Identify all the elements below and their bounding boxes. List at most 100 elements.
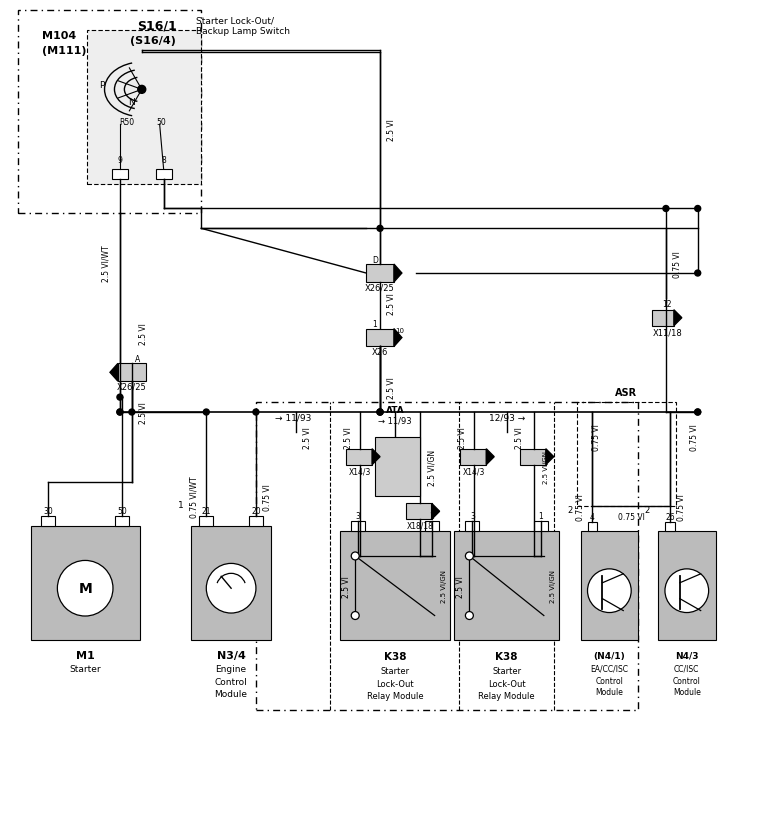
- Text: 2: 2: [645, 505, 650, 514]
- Text: P: P: [99, 81, 104, 90]
- Text: 0.75 VI/WT: 0.75 VI/WT: [190, 476, 199, 518]
- Text: Control: Control: [673, 676, 700, 685]
- Text: 2.5 VI: 2.5 VI: [456, 575, 465, 597]
- Text: 2.5 VI: 2.5 VI: [515, 427, 524, 448]
- Text: 2: 2: [568, 505, 573, 514]
- Text: 3: 3: [356, 511, 361, 520]
- Bar: [41, 517, 55, 527]
- Text: Lock-Out: Lock-Out: [376, 679, 414, 688]
- Circle shape: [204, 409, 209, 415]
- Circle shape: [137, 86, 146, 94]
- Text: 0.75 VI: 0.75 VI: [617, 512, 644, 521]
- Bar: [581, 532, 638, 641]
- Text: X26/25: X26/25: [117, 382, 147, 391]
- Text: 1: 1: [429, 511, 434, 520]
- Circle shape: [117, 409, 123, 415]
- Text: 9: 9: [118, 156, 122, 165]
- Text: Lock-Out: Lock-Out: [488, 679, 525, 688]
- Bar: [520, 449, 546, 465]
- Text: 0.75 VI: 0.75 VI: [674, 251, 682, 277]
- Bar: [346, 449, 372, 465]
- Text: Relay Module: Relay Module: [478, 691, 535, 700]
- Text: Module: Module: [214, 690, 247, 699]
- Text: 0.75 VI: 0.75 VI: [263, 483, 273, 510]
- Text: X18/18: X18/18: [406, 521, 433, 530]
- Text: 0.75 VI: 0.75 VI: [690, 424, 699, 451]
- Text: 2.5 VI: 2.5 VI: [139, 323, 148, 344]
- Circle shape: [695, 270, 700, 277]
- Text: Relay Module: Relay Module: [366, 691, 423, 700]
- Text: K38: K38: [495, 652, 518, 662]
- Text: X14/3: X14/3: [349, 466, 372, 476]
- Bar: [455, 532, 559, 641]
- Text: X14/3: X14/3: [463, 466, 485, 476]
- Bar: [115, 517, 129, 527]
- Text: R50: R50: [119, 117, 134, 127]
- Polygon shape: [394, 265, 402, 283]
- Circle shape: [665, 569, 709, 613]
- Bar: [534, 522, 548, 532]
- Text: 3: 3: [470, 511, 475, 520]
- Bar: [665, 523, 675, 532]
- Circle shape: [695, 206, 700, 213]
- Text: Backup Lamp Switch: Backup Lamp Switch: [197, 27, 290, 36]
- Text: 2.5 VI: 2.5 VI: [387, 293, 396, 314]
- Circle shape: [465, 612, 473, 619]
- Text: 1: 1: [177, 500, 184, 509]
- Text: X11/18: X11/18: [653, 327, 683, 337]
- Text: 4: 4: [590, 512, 595, 521]
- Bar: [249, 517, 263, 527]
- Circle shape: [351, 612, 359, 619]
- Bar: [200, 517, 214, 527]
- Text: 2.5 VI: 2.5 VI: [387, 377, 396, 399]
- Text: N4/3: N4/3: [675, 651, 699, 660]
- Circle shape: [588, 569, 631, 613]
- Text: 50: 50: [117, 506, 127, 515]
- Bar: [118, 364, 146, 382]
- Bar: [425, 522, 439, 532]
- Text: N: N: [128, 98, 135, 107]
- Text: 21: 21: [201, 506, 211, 515]
- Text: Starter Lock-Out/: Starter Lock-Out/: [197, 17, 274, 26]
- Circle shape: [117, 394, 123, 400]
- Text: 2.5 VI/WT: 2.5 VI/WT: [101, 246, 111, 282]
- Text: 12/93 →: 12/93 →: [489, 413, 525, 422]
- Text: ASR: ASR: [615, 388, 637, 398]
- Bar: [406, 504, 432, 519]
- Text: (S16/4): (S16/4): [130, 36, 176, 45]
- Bar: [375, 437, 420, 497]
- Text: → 11/93: → 11/93: [378, 416, 412, 425]
- Text: 12: 12: [662, 300, 671, 309]
- Bar: [652, 310, 674, 326]
- Text: Module: Module: [673, 687, 700, 696]
- Bar: [87, 31, 201, 184]
- Text: X26: X26: [372, 347, 388, 356]
- Polygon shape: [432, 504, 439, 519]
- Bar: [351, 522, 365, 532]
- Text: Engine: Engine: [216, 664, 247, 673]
- Bar: [31, 527, 140, 641]
- Text: 26: 26: [665, 512, 675, 521]
- Bar: [461, 449, 486, 465]
- Circle shape: [377, 226, 383, 232]
- Circle shape: [695, 409, 700, 415]
- Text: A: A: [134, 355, 140, 363]
- Text: 2.5 VI/GN: 2.5 VI/GN: [441, 570, 446, 603]
- Bar: [18, 11, 201, 214]
- Text: 2.5 VI: 2.5 VI: [387, 119, 396, 141]
- Text: 2.5 VI/GN: 2.5 VI/GN: [550, 570, 556, 603]
- Circle shape: [207, 564, 256, 614]
- Text: X26/25: X26/25: [365, 283, 395, 292]
- Bar: [366, 265, 394, 283]
- Text: K38: K38: [384, 652, 406, 662]
- Text: 1: 1: [372, 320, 377, 329]
- Text: 30: 30: [44, 506, 53, 515]
- Text: 10: 10: [396, 327, 405, 333]
- Text: N3/4: N3/4: [217, 651, 246, 661]
- Text: 2.5 VI: 2.5 VI: [303, 427, 312, 448]
- Text: 2.5 VI: 2.5 VI: [458, 427, 467, 448]
- Polygon shape: [110, 364, 118, 382]
- Bar: [658, 532, 716, 641]
- Bar: [366, 329, 394, 347]
- Text: 0.75 VI: 0.75 VI: [677, 493, 687, 520]
